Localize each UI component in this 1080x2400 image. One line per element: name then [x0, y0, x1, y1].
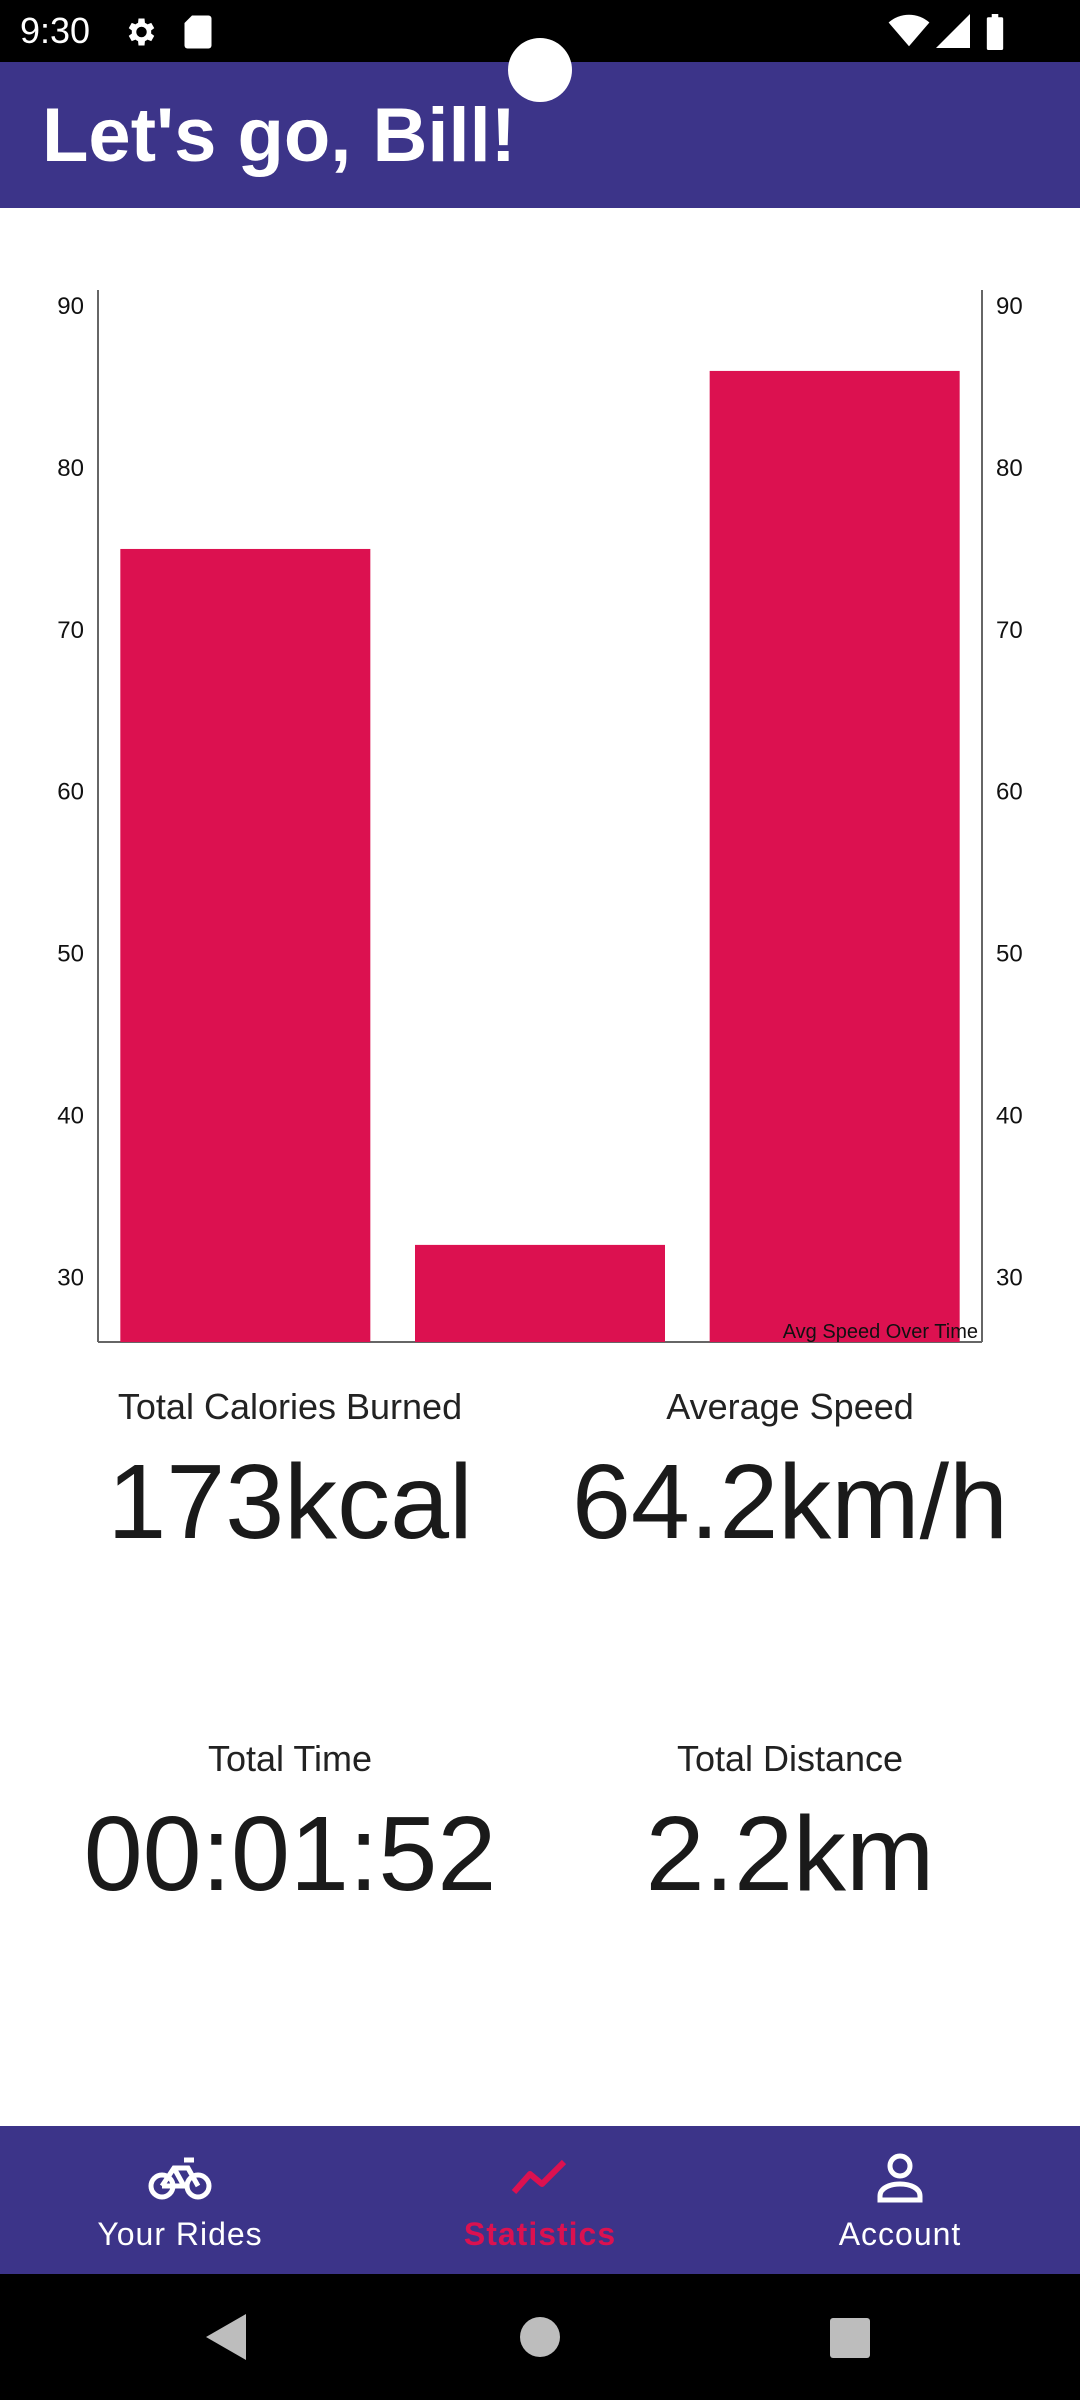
cellular-signal-icon: [936, 14, 970, 48]
y-tick-label-left: 50: [57, 941, 84, 968]
speed-value: 64.2km/h: [571, 1443, 1008, 1561]
chart-bar: [709, 370, 960, 1342]
y-tick-label-right: 40: [996, 1102, 1023, 1129]
y-tick-label-left: 90: [57, 293, 84, 320]
person-icon: [877, 2153, 923, 2203]
time-value: 00:01:52: [83, 1795, 497, 1913]
bottom-navigation: Your Rides Statistics Account: [0, 2126, 1080, 2274]
battery-icon: [986, 14, 1004, 50]
y-tick-label-left: 40: [57, 1102, 84, 1129]
camera-cutout: [508, 38, 572, 102]
back-icon[interactable]: [206, 2314, 246, 2360]
chart-bar: [415, 1244, 665, 1342]
recents-icon[interactable]: [830, 2318, 870, 2358]
y-tick-label-left: 60: [57, 779, 84, 806]
calories-value: 173kcal: [107, 1443, 473, 1561]
y-tick-label-right: 90: [996, 293, 1023, 320]
status-time: 9:30: [20, 10, 91, 51]
sd-card-icon: [184, 15, 212, 49]
chart-legend: Avg Speed Over Time: [783, 1321, 978, 1343]
y-tick-label-right: 80: [996, 455, 1023, 482]
nav-your-rides[interactable]: Your Rides: [0, 2126, 360, 2274]
left-axis-ticks: 30 40 50 60 70 80 90: [57, 293, 84, 1291]
calories-label: Total Calories Burned: [117, 1386, 463, 1427]
settings-icon: [128, 18, 155, 46]
nav-account[interactable]: Account: [720, 2126, 1080, 2274]
right-axis-ticks: 30 40 50 60 70 80 90: [996, 293, 1023, 1291]
system-navigation-bar: [0, 2274, 1080, 2400]
nav-statistics[interactable]: Statistics: [360, 2126, 720, 2274]
time-label: Total Time: [207, 1738, 373, 1779]
nav-your-rides-label: Your Rides: [97, 2216, 263, 2252]
distance-label: Total Distance: [676, 1738, 904, 1779]
y-tick-label-left: 30: [57, 1264, 84, 1291]
y-tick-label-left: 80: [57, 455, 84, 482]
home-icon[interactable]: [520, 2317, 560, 2357]
nav-statistics-label: Statistics: [463, 2216, 617, 2252]
y-tick-label-right: 30: [996, 1264, 1023, 1291]
y-tick-label-left: 70: [57, 617, 84, 644]
speed-label: Average Speed: [666, 1386, 914, 1427]
y-tick-label-right: 50: [996, 941, 1023, 968]
wifi-icon: [888, 14, 930, 47]
nav-account-label: Account: [838, 2216, 962, 2252]
app-bar: Let's go, Bill!: [0, 62, 1080, 208]
y-tick-label-right: 60: [996, 779, 1023, 806]
bars: [120, 370, 960, 1342]
avg-speed-chart: 30 40 50 60 70 80 90 30 40 50 60 70 80 90 Avg Speed …: [57, 290, 1023, 1343]
trending-up-icon: [511, 2159, 567, 2194]
page-title: Let's go, Bill!: [42, 93, 517, 178]
bike-icon: [148, 2157, 212, 2200]
y-tick-label-right: 70: [996, 617, 1023, 644]
distance-value: 2.2km: [645, 1795, 935, 1913]
chart-bar: [120, 548, 371, 1342]
